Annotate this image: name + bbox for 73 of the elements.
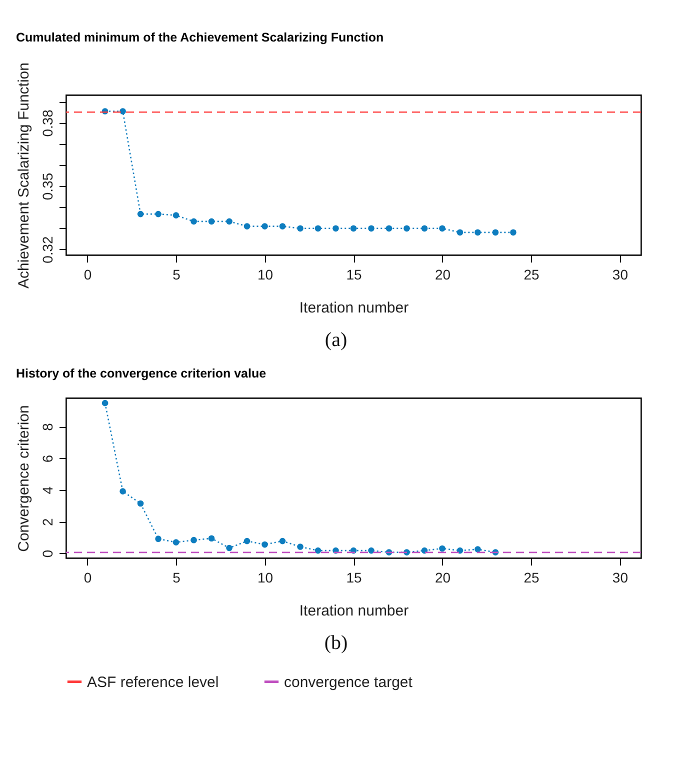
point (492, 229, 499, 236)
point (279, 223, 286, 230)
chart-title: Cumulated minimum of the Achievement Scalarizing Function (16, 30, 384, 45)
point (314, 225, 322, 232)
point (120, 488, 126, 494)
point (332, 225, 339, 232)
point (120, 108, 126, 114)
legend-label: ASF reference level (87, 674, 219, 691)
point (297, 225, 304, 232)
point (155, 210, 162, 218)
x-tick-label: 20 (434, 266, 451, 282)
point (456, 229, 464, 236)
point (279, 538, 286, 544)
text: (a) (324, 329, 348, 351)
chart-title: History of the convergence criterion value (16, 366, 266, 380)
x-tick-label: 5 (172, 266, 181, 282)
point (137, 210, 144, 218)
x-tick-label: 15 (346, 570, 362, 586)
point (262, 223, 268, 230)
point (208, 535, 215, 542)
x-tick-label: 15 (346, 266, 362, 282)
point (368, 547, 374, 554)
point (102, 400, 108, 406)
x-tick-label: 10 (257, 266, 274, 282)
point (314, 547, 322, 554)
point (262, 541, 268, 548)
x-tick-label: 30 (612, 266, 628, 282)
y-axis-title: Convergence criterion (16, 405, 32, 552)
point (421, 225, 428, 232)
point (297, 544, 304, 550)
y-tick-label: 0.35 (40, 172, 56, 200)
point (474, 229, 481, 236)
x-tick-label: 25 (524, 570, 540, 586)
legend-label: convergence target (284, 674, 414, 691)
point (244, 223, 250, 230)
point (439, 225, 446, 232)
x-tick-label: 0 (84, 266, 92, 282)
x-tick-label: 5 (172, 570, 181, 586)
point (137, 500, 144, 507)
point (172, 539, 180, 546)
y-tick-label: 4 (40, 486, 56, 494)
point (404, 225, 410, 232)
y-tick-label: 8 (40, 422, 56, 431)
point (190, 218, 197, 225)
text: (b) (324, 632, 348, 654)
point (510, 229, 516, 236)
point (226, 544, 232, 552)
x-tick-label: 10 (257, 570, 274, 586)
y-tick-label: 0.38 (40, 109, 56, 137)
y-tick-label: 0.32 (40, 236, 56, 264)
point (208, 218, 215, 225)
point (386, 225, 392, 232)
x-tick-label: 25 (524, 266, 540, 282)
x-axis-title: Iteration number (299, 300, 409, 316)
point (172, 212, 180, 218)
x-tick-label: 0 (84, 570, 92, 586)
x-axis-title: Iteration number (299, 602, 409, 620)
point (439, 545, 446, 552)
y-tick-label: 0 (40, 550, 56, 558)
point (421, 547, 428, 554)
y-axis-title: Achievement Scalarizing Function (16, 62, 32, 288)
point (226, 218, 232, 225)
y-tick-label: 6 (40, 454, 56, 463)
point (474, 546, 481, 552)
y-tick-label: 2 (40, 518, 56, 526)
point (456, 547, 464, 554)
point (350, 225, 357, 232)
point (155, 536, 162, 542)
point (244, 538, 250, 544)
x-tick-label: 20 (434, 570, 451, 586)
point (368, 225, 374, 232)
point (190, 536, 197, 544)
x-tick-label: 30 (612, 570, 628, 586)
